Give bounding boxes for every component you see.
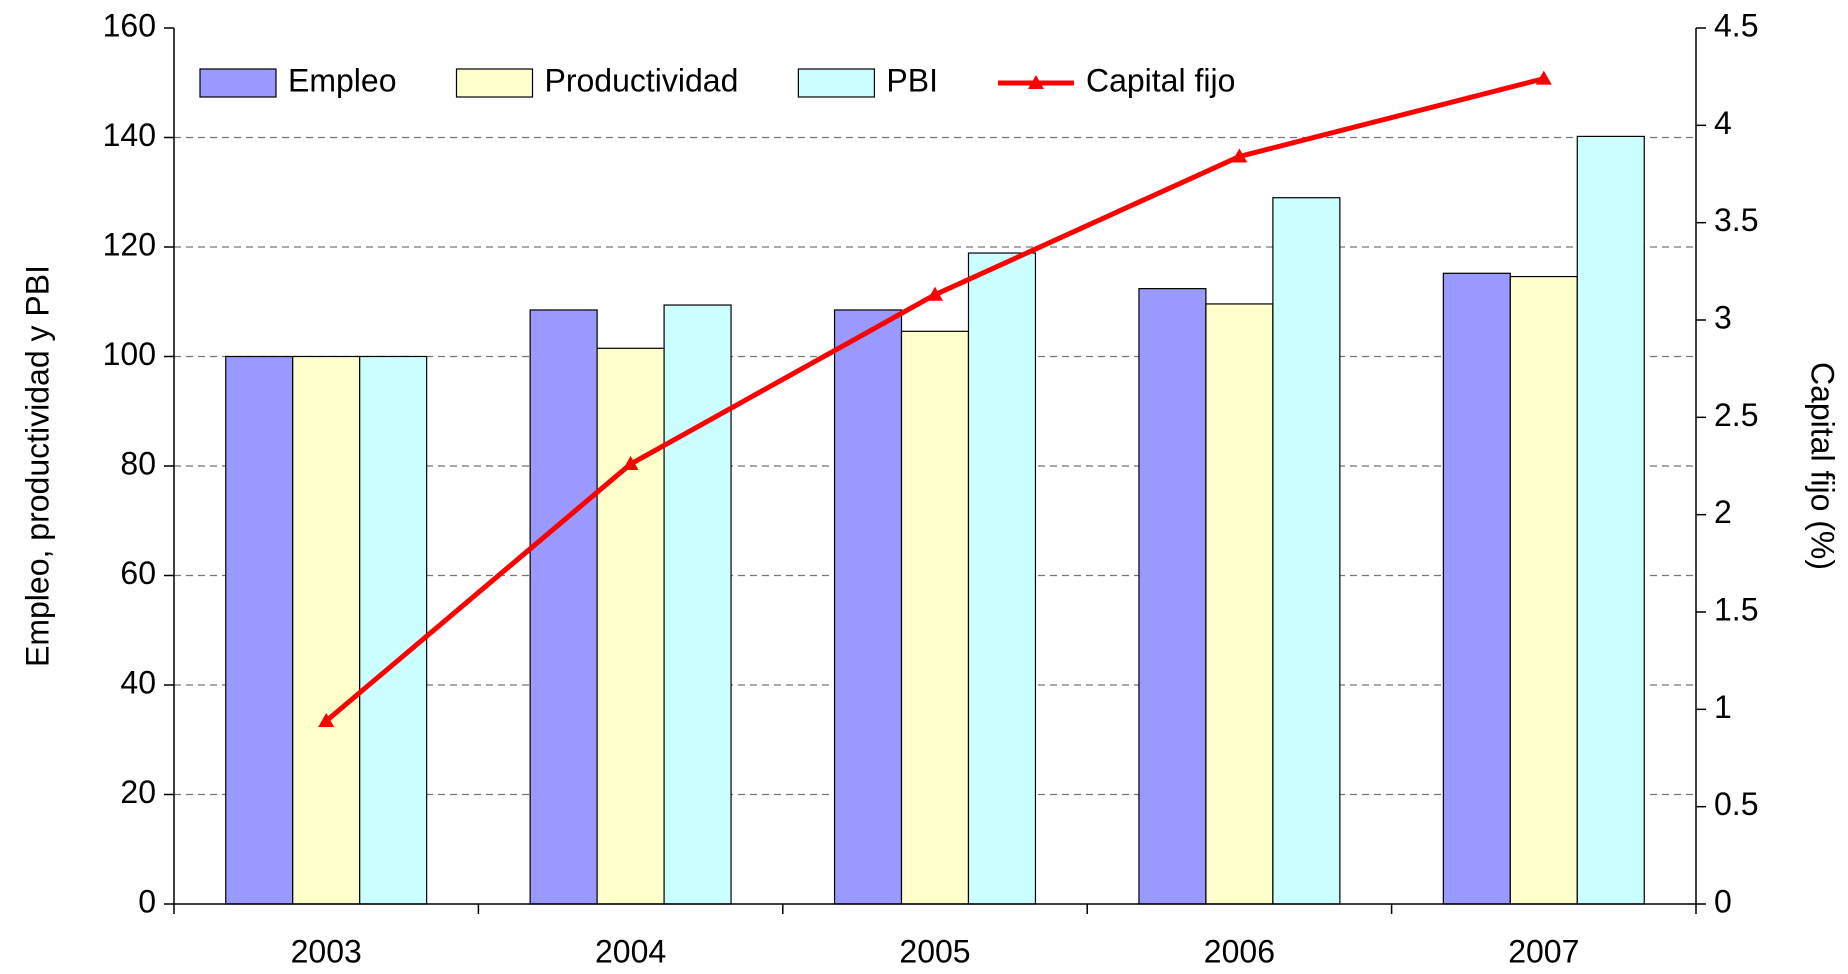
y2-tick-label: 1.5 xyxy=(1714,591,1758,627)
y-tick-label: 100 xyxy=(103,336,156,372)
bar xyxy=(1272,197,1341,905)
legend-swatch xyxy=(199,68,277,98)
legend-marker xyxy=(1027,75,1044,89)
y-axis-label: Empleo, productividad y PBI xyxy=(19,265,55,667)
bar xyxy=(1576,135,1645,905)
y-tick-label: 40 xyxy=(120,664,156,700)
x-tick-label: 2003 xyxy=(291,933,362,969)
legend-label: Productividad xyxy=(545,62,739,98)
bar xyxy=(359,355,428,905)
bar xyxy=(1442,272,1511,905)
legend-label: PBI xyxy=(886,62,938,98)
bar xyxy=(833,309,903,905)
bar xyxy=(292,355,361,905)
marker xyxy=(927,286,943,301)
y-tick-label: 60 xyxy=(120,555,156,591)
legend-swatch xyxy=(797,68,875,98)
y2-tick-label: 2 xyxy=(1714,494,1732,530)
bar xyxy=(1205,303,1274,905)
y-tick-label: 160 xyxy=(103,7,156,43)
y-tick-label: 120 xyxy=(103,226,156,262)
x-tick-label: 2006 xyxy=(1204,933,1275,969)
marker xyxy=(318,713,335,728)
bar xyxy=(596,347,665,905)
y-tick-label: 80 xyxy=(120,445,156,481)
y2-tick-label: 4 xyxy=(1714,105,1732,141)
y-tick-label: 140 xyxy=(103,117,156,153)
x-tick-label: 2005 xyxy=(899,933,970,969)
y2-tick-label: 1 xyxy=(1714,689,1732,725)
bar xyxy=(967,252,1037,905)
y2-tick-label: 2.5 xyxy=(1714,397,1758,433)
bar xyxy=(1138,288,1207,905)
y2-tick-label: 3 xyxy=(1714,299,1732,335)
y2-tick-label: 3.5 xyxy=(1714,202,1758,238)
bar xyxy=(225,355,294,905)
y2-tick-label: 0.5 xyxy=(1714,786,1758,822)
y2-tick-label: 4.5 xyxy=(1714,7,1758,43)
y-tick-label: 20 xyxy=(120,774,156,810)
legend-label: Capital fijo xyxy=(1086,62,1235,98)
y2-axis-label: Capital fijo (%) xyxy=(1805,362,1841,570)
marker xyxy=(622,456,639,471)
bar xyxy=(900,330,970,905)
legend-label: Empleo xyxy=(288,62,397,98)
x-tick-label: 2007 xyxy=(1508,933,1579,969)
marker xyxy=(1231,148,1248,163)
y-tick-label: 0 xyxy=(138,883,156,919)
marker xyxy=(1535,70,1552,85)
legend-swatch xyxy=(455,68,534,98)
bar xyxy=(1509,275,1578,905)
x-tick-label: 2004 xyxy=(595,933,666,969)
bar xyxy=(663,304,732,905)
bar xyxy=(529,309,598,905)
y2-tick-label: 0 xyxy=(1714,883,1732,919)
